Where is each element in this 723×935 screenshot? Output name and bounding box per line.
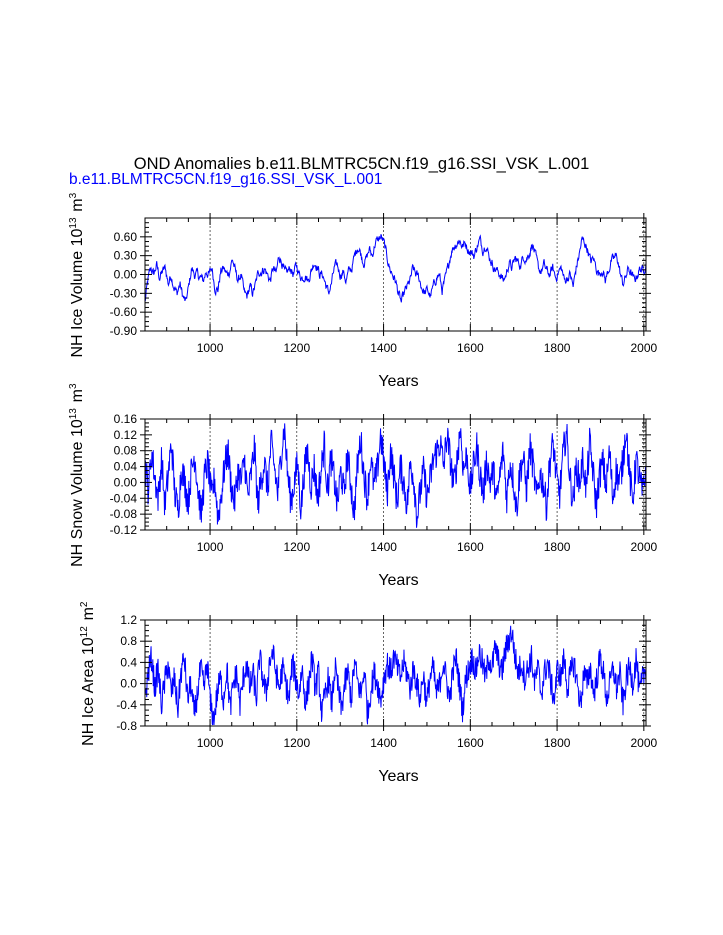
y-tick-label: 1.2 bbox=[120, 613, 137, 627]
x-tick-label: 1200 bbox=[283, 736, 310, 750]
series-line bbox=[144, 234, 647, 303]
x-tick-label: 1800 bbox=[544, 341, 571, 355]
y-tick-label: -0.08 bbox=[110, 507, 138, 521]
x-tick-label: 1400 bbox=[370, 736, 397, 750]
x-tick-label: 1800 bbox=[544, 540, 571, 554]
x-axis-title: Years bbox=[378, 373, 418, 390]
chart-panel-2: 1000 1200 1400 1600 1800 2000 -0.12 -0.08 -0.04 0… bbox=[68, 382, 658, 589]
x-tick-label: 1400 bbox=[370, 341, 397, 355]
y-tick-label: -0.30 bbox=[110, 286, 138, 300]
chart-main-title: OND Anomalies b.e11.BLMTRC5CN.f19_g16.SS… bbox=[133, 155, 590, 173]
y-tick-label: -0.12 bbox=[110, 523, 138, 537]
x-axis-title: Years bbox=[378, 768, 418, 785]
x-tick-label: 1600 bbox=[457, 736, 484, 750]
y-tick-label: 0.00 bbox=[114, 268, 138, 282]
x-tick-label: 1600 bbox=[457, 540, 484, 554]
chart-panel-3: 1000 1200 1400 1600 1800 2000 -0.8 -0.4 0.0 0.4 0.… bbox=[79, 600, 658, 785]
x-tick-label: 1200 bbox=[283, 540, 310, 554]
x-tick-label: 1000 bbox=[197, 736, 224, 750]
chart-panel-1: 1000 1200 1400 1600 1800 2000 -0.90 -0.60 -0.30 0… bbox=[68, 191, 658, 390]
x-tick-label: 1800 bbox=[544, 736, 571, 750]
y-axis-title: NH Ice Volume 1013 m3 bbox=[68, 191, 86, 357]
y-tick-label: -0.60 bbox=[110, 305, 138, 319]
y-tick-label: 0.60 bbox=[114, 230, 138, 244]
y-tick-label: 0.30 bbox=[114, 249, 138, 263]
chart-subtitle: b.e11.BLMTRC5CN.f19_g16.SSI_VSK_L.001 bbox=[69, 171, 383, 188]
y-tick-label: -0.4 bbox=[116, 698, 137, 712]
y-tick-label: -0.8 bbox=[116, 719, 137, 733]
y-tick-label: 0.16 bbox=[114, 412, 138, 426]
y-tick-label: -0.04 bbox=[110, 491, 138, 505]
x-tick-label: 2000 bbox=[630, 736, 657, 750]
x-tick-label: 1000 bbox=[197, 341, 224, 355]
x-axis-title: Years bbox=[378, 572, 418, 589]
x-tick-label: 2000 bbox=[630, 540, 657, 554]
y-tick-label: 0.4 bbox=[120, 655, 137, 669]
y-tick-label: 0.8 bbox=[120, 634, 137, 648]
y-tick-label: 0.12 bbox=[114, 428, 138, 442]
x-tick-label: 2000 bbox=[630, 341, 657, 355]
x-tick-label: 1200 bbox=[283, 341, 310, 355]
y-axis-title: NH Ice Area 1012 m2 bbox=[79, 600, 97, 746]
y-tick-label: 0.04 bbox=[114, 460, 138, 474]
series-line bbox=[144, 625, 647, 726]
x-tick-label: 1000 bbox=[197, 540, 224, 554]
x-tick-label: 1400 bbox=[370, 540, 397, 554]
y-tick-label: 0.0 bbox=[120, 677, 137, 691]
y-axis-title: NH Snow Volume 1013 m3 bbox=[68, 382, 86, 567]
y-tick-label: 0.00 bbox=[114, 475, 138, 489]
y-tick-label: 0.08 bbox=[114, 444, 138, 458]
x-tick-label: 1600 bbox=[457, 341, 484, 355]
series-line bbox=[144, 423, 647, 528]
y-tick-label: -0.90 bbox=[110, 324, 138, 338]
